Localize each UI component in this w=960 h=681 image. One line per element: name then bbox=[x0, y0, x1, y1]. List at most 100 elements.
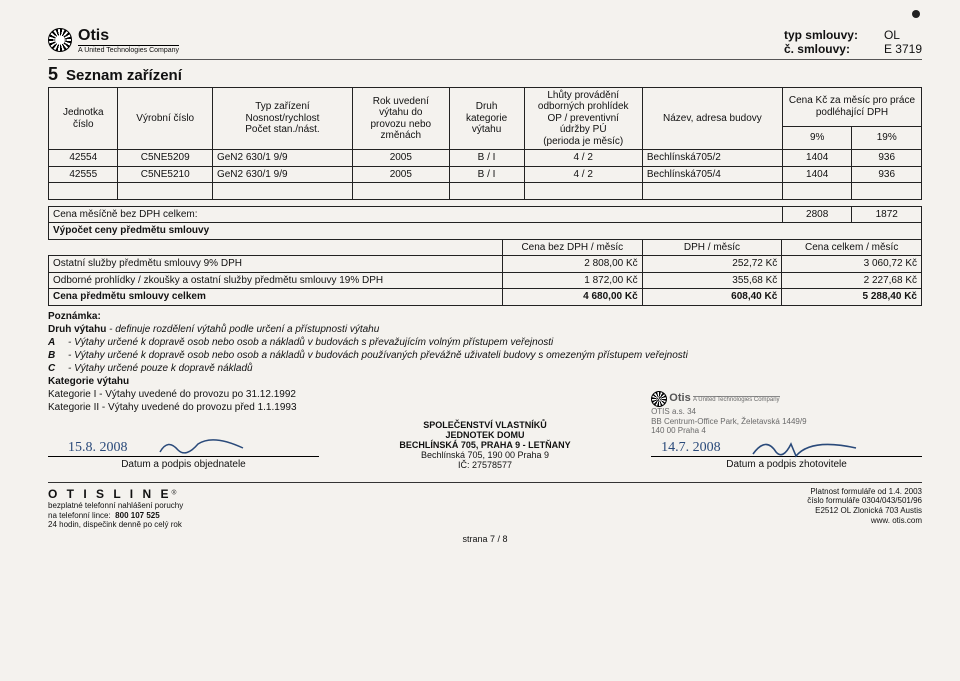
t2-total-c1: 4 680,00 Kč bbox=[502, 289, 642, 306]
hdr-pct19: 19% bbox=[852, 127, 922, 150]
stamp-brand: Otis bbox=[669, 392, 690, 404]
contract-type-label: typ smlouvy: bbox=[784, 28, 874, 42]
mid5: IČ: 27578577 bbox=[341, 460, 629, 470]
section-name: Seznam zařízení bbox=[66, 67, 182, 84]
t2-total-c2: 608,40 Kč bbox=[642, 289, 782, 306]
cell-bldg: Bechlínská705/4 bbox=[642, 166, 782, 183]
contract-type-value: OL bbox=[874, 28, 900, 42]
cell-type: GeN2 630/1 9/9 bbox=[212, 166, 352, 183]
hdr-kind: Druhkategorievýtahu bbox=[449, 87, 524, 150]
cell-p9: 1404 bbox=[782, 166, 851, 183]
note-druh-rest: - definuje rozdělení výtahů podle určení… bbox=[106, 324, 379, 335]
cell-serial: C5NE5210 bbox=[118, 166, 212, 183]
handwriting-right: 14.7. 2008 bbox=[661, 440, 721, 456]
t2-hdr-c2: DPH / měsíc bbox=[642, 239, 782, 256]
cell-insp: 4 / 2 bbox=[524, 166, 642, 183]
cell-unit: 42555 bbox=[49, 166, 118, 183]
cell-kind: B / I bbox=[449, 166, 524, 183]
cell-kind: B / I bbox=[449, 150, 524, 167]
t2-hdr-c3: Cena celkem / měsíc bbox=[782, 239, 922, 256]
sum-p9: 2808 bbox=[782, 206, 851, 223]
cell-blank bbox=[449, 183, 524, 200]
hdr-type: Typ zařízeníNosnost/rychlostPočet stan./… bbox=[212, 87, 352, 150]
pricing-c2: 355,68 Kč bbox=[642, 272, 782, 289]
note-kat: Kategorie výtahu bbox=[48, 375, 922, 388]
contract-num-label: č. smlouvy: bbox=[784, 42, 874, 56]
pricing-c3: 3 060,72 Kč bbox=[782, 256, 922, 273]
footer-l1: bezplatné telefonní nahlášení poruchy bbox=[48, 501, 183, 511]
cell-unit: 42554 bbox=[49, 150, 118, 167]
pricing-c2: 252,72 Kč bbox=[642, 256, 782, 273]
cell-blank bbox=[353, 183, 450, 200]
cell-type: GeN2 630/1 9/9 bbox=[212, 150, 352, 167]
pricing-label: Ostatní služby předmětu smlouvy 9% DPH bbox=[49, 256, 503, 273]
t2-hdr-c1: Cena bez DPH / měsíc bbox=[502, 239, 642, 256]
footer: O T I S L I N E® bezplatné telefonní nah… bbox=[48, 482, 922, 530]
header-bar: Otis A United Technologies Company typ s… bbox=[48, 28, 922, 60]
hdr-year: Rok uvedenívýtahu doprovozu nebozměnách bbox=[353, 87, 450, 150]
cell-year: 2005 bbox=[353, 166, 450, 183]
cell-insp: 4 / 2 bbox=[524, 150, 642, 167]
t2-total-c3: 5 288,40 Kč bbox=[782, 289, 922, 306]
mid2: JEDNOTEK DOMU bbox=[341, 430, 629, 440]
table-row: 42554C5NE5209GeN2 630/1 9/92005B / I4 / … bbox=[49, 150, 922, 167]
mid3: BECHLÍNSKÁ 705, PRAHA 9 - LETŇANY bbox=[341, 440, 629, 450]
pricing-row: Ostatní služby předmětu smlouvy 9% DPH2 … bbox=[49, 256, 922, 273]
mid4: Bechlínská 705, 190 00 Praha 9 bbox=[341, 450, 629, 460]
pricing-label: Odborné prohlídky / zkoušky a ostatní sl… bbox=[49, 272, 503, 289]
note-c-lbl: C bbox=[48, 362, 68, 375]
hdr-price-top: Cena Kč za měsíc pro prácepodléhající DP… bbox=[782, 87, 921, 126]
signature-left-icon bbox=[158, 434, 248, 458]
stamp-l1: OTIS a.s. 34 bbox=[651, 407, 922, 417]
cell-year: 2005 bbox=[353, 150, 450, 167]
sig-left-line: Datum a podpis objednatele bbox=[48, 456, 319, 470]
cell-p19: 936 bbox=[852, 166, 922, 183]
handwriting-left: 15.8. 2008 bbox=[68, 440, 128, 456]
cell-blank bbox=[852, 183, 922, 200]
note-druh-lead: Druh výtahu bbox=[48, 324, 106, 335]
cell-p19: 936 bbox=[852, 150, 922, 167]
equipment-table: Jednotkačíslo Výrobní číslo Typ zařízení… bbox=[48, 87, 922, 240]
hdr-pct9: 9% bbox=[782, 127, 851, 150]
mid-stamp: SPOLEČENSTVÍ VLASTNÍKŮ JEDNOTEK DOMU BEC… bbox=[341, 420, 629, 470]
mid1: SPOLEČENSTVÍ VLASTNÍKŮ bbox=[341, 420, 629, 430]
hdr-bldg: Název, adresa budovy bbox=[642, 87, 782, 150]
cell-blank bbox=[118, 183, 212, 200]
note-c-txt: - Výtahy určené pouze k dopravě nákladů bbox=[68, 363, 253, 374]
sum-p19: 1872 bbox=[852, 206, 922, 223]
pricing-row: Odborné prohlídky / zkoušky a ostatní sl… bbox=[49, 272, 922, 289]
note-b-lbl: B bbox=[48, 349, 68, 362]
cell-blank bbox=[642, 183, 782, 200]
table-row-blank bbox=[49, 183, 922, 200]
section-num: 5 bbox=[48, 64, 66, 84]
footer-r1: Platnost formuláře od 1.4. 2003 bbox=[807, 487, 922, 497]
signature-area: 15.8. 2008 Datum a podpis objednatele SP… bbox=[48, 420, 922, 470]
footer-r3: E2512 OL Zlonická 703 Austis bbox=[807, 506, 922, 516]
pricing-c3: 2 227,68 Kč bbox=[782, 272, 922, 289]
note-b-txt: - Výtahy určené k dopravě osob nebo osob… bbox=[68, 350, 688, 361]
contract-num-value: E 3719 bbox=[874, 42, 922, 56]
cell-bldg: Bechlínská705/2 bbox=[642, 150, 782, 167]
hdr-unit: Jednotkačíslo bbox=[49, 87, 118, 150]
cell-serial: C5NE5209 bbox=[118, 150, 212, 167]
footer-big: O T I S L I N E bbox=[48, 487, 171, 501]
footer-l3: 24 hodin, dispečink denně po celý rok bbox=[48, 520, 183, 530]
note-a-lbl: A bbox=[48, 336, 68, 349]
cell-blank bbox=[49, 183, 118, 200]
pricing-c1: 2 808,00 Kč bbox=[502, 256, 642, 273]
stamp-sub: A United Technologies Company bbox=[693, 396, 780, 404]
table-row: 42555C5NE5210GeN2 630/1 9/92005B / I4 / … bbox=[49, 166, 922, 183]
pager: strana 7 / 8 bbox=[48, 534, 922, 544]
cell-blank bbox=[212, 183, 352, 200]
hdr-insp: Lhůty prováděníodborných prohlídekOP / p… bbox=[524, 87, 642, 150]
brand-sub: A United Technologies Company bbox=[78, 45, 179, 54]
section-title: 5Seznam zařízení bbox=[48, 60, 922, 87]
footer-r4: www. otis.com bbox=[807, 516, 922, 526]
cell-blank bbox=[782, 183, 851, 200]
cell-p9: 1404 bbox=[782, 150, 851, 167]
footer-l2a: na telefonní lince: bbox=[48, 511, 111, 520]
brand: Otis A United Technologies Company bbox=[48, 28, 179, 54]
scan-dot bbox=[912, 10, 920, 18]
contract-info: typ smlouvy:OL č. smlouvy:E 3719 bbox=[784, 28, 922, 57]
cell-blank bbox=[524, 183, 642, 200]
